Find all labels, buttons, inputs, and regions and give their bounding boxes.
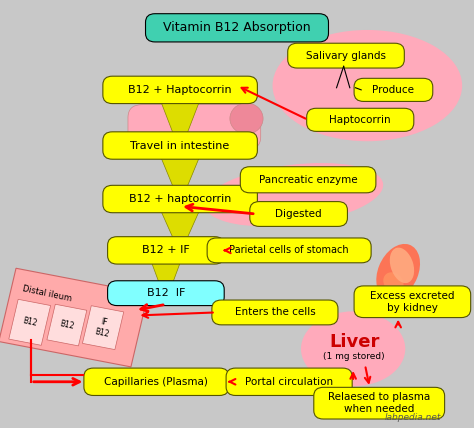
Polygon shape (161, 211, 199, 238)
Text: Produce: Produce (373, 85, 414, 95)
FancyBboxPatch shape (103, 132, 257, 159)
FancyBboxPatch shape (103, 76, 257, 104)
Ellipse shape (273, 30, 462, 141)
Text: B12 + Haptocorrin: B12 + Haptocorrin (128, 85, 232, 95)
Text: Portal circulation: Portal circulation (245, 377, 333, 387)
FancyBboxPatch shape (250, 202, 347, 226)
Text: Enters the cells: Enters the cells (235, 307, 315, 318)
Text: Vitamin B12 Absorption: Vitamin B12 Absorption (163, 21, 311, 34)
Text: Liver: Liver (329, 333, 379, 351)
Ellipse shape (205, 163, 383, 226)
FancyBboxPatch shape (314, 387, 445, 419)
FancyBboxPatch shape (212, 300, 338, 325)
Text: IF
B12: IF B12 (94, 317, 112, 339)
Text: B12: B12 (59, 319, 75, 331)
Polygon shape (161, 158, 199, 187)
Text: Relaesed to plasma
when needed: Relaesed to plasma when needed (328, 392, 430, 414)
Text: Travel in intestine: Travel in intestine (130, 140, 230, 151)
Text: B12 + IF: B12 + IF (142, 245, 190, 256)
Ellipse shape (390, 247, 414, 283)
FancyBboxPatch shape (307, 108, 414, 131)
Ellipse shape (322, 312, 398, 372)
Polygon shape (47, 304, 87, 346)
FancyBboxPatch shape (288, 43, 404, 68)
Polygon shape (152, 263, 180, 282)
FancyBboxPatch shape (354, 286, 471, 318)
FancyBboxPatch shape (207, 238, 371, 263)
FancyBboxPatch shape (128, 105, 261, 150)
Polygon shape (0, 268, 148, 367)
Text: Pancreatic enzyme: Pancreatic enzyme (259, 175, 357, 185)
Ellipse shape (376, 244, 420, 300)
Ellipse shape (301, 312, 405, 386)
Text: Parietal cells of stomach: Parietal cells of stomach (229, 245, 349, 256)
Ellipse shape (383, 272, 403, 293)
Text: Distal ileum: Distal ileum (22, 285, 73, 303)
FancyBboxPatch shape (354, 78, 433, 101)
Polygon shape (9, 299, 51, 345)
Text: B12 + haptocorrin: B12 + haptocorrin (129, 194, 231, 204)
FancyBboxPatch shape (146, 14, 328, 42)
FancyBboxPatch shape (84, 368, 229, 395)
Text: B12: B12 (22, 316, 38, 328)
Text: Haptocorrin: Haptocorrin (329, 115, 391, 125)
FancyBboxPatch shape (108, 281, 224, 306)
Text: Digested: Digested (275, 209, 322, 219)
Text: labpedia.net: labpedia.net (384, 413, 441, 422)
FancyBboxPatch shape (226, 368, 352, 395)
Text: (1 mg stored): (1 mg stored) (323, 351, 385, 361)
Polygon shape (82, 306, 124, 350)
FancyBboxPatch shape (240, 166, 376, 193)
Text: Salivary glands: Salivary glands (306, 51, 386, 61)
FancyBboxPatch shape (108, 237, 224, 264)
FancyBboxPatch shape (103, 185, 257, 213)
Ellipse shape (230, 103, 263, 134)
Text: Excess excreted
by kidney: Excess excreted by kidney (370, 291, 455, 312)
Text: Capillaries (Plasma): Capillaries (Plasma) (104, 377, 209, 387)
Text: B12  IF: B12 IF (147, 288, 185, 298)
Polygon shape (161, 102, 199, 133)
